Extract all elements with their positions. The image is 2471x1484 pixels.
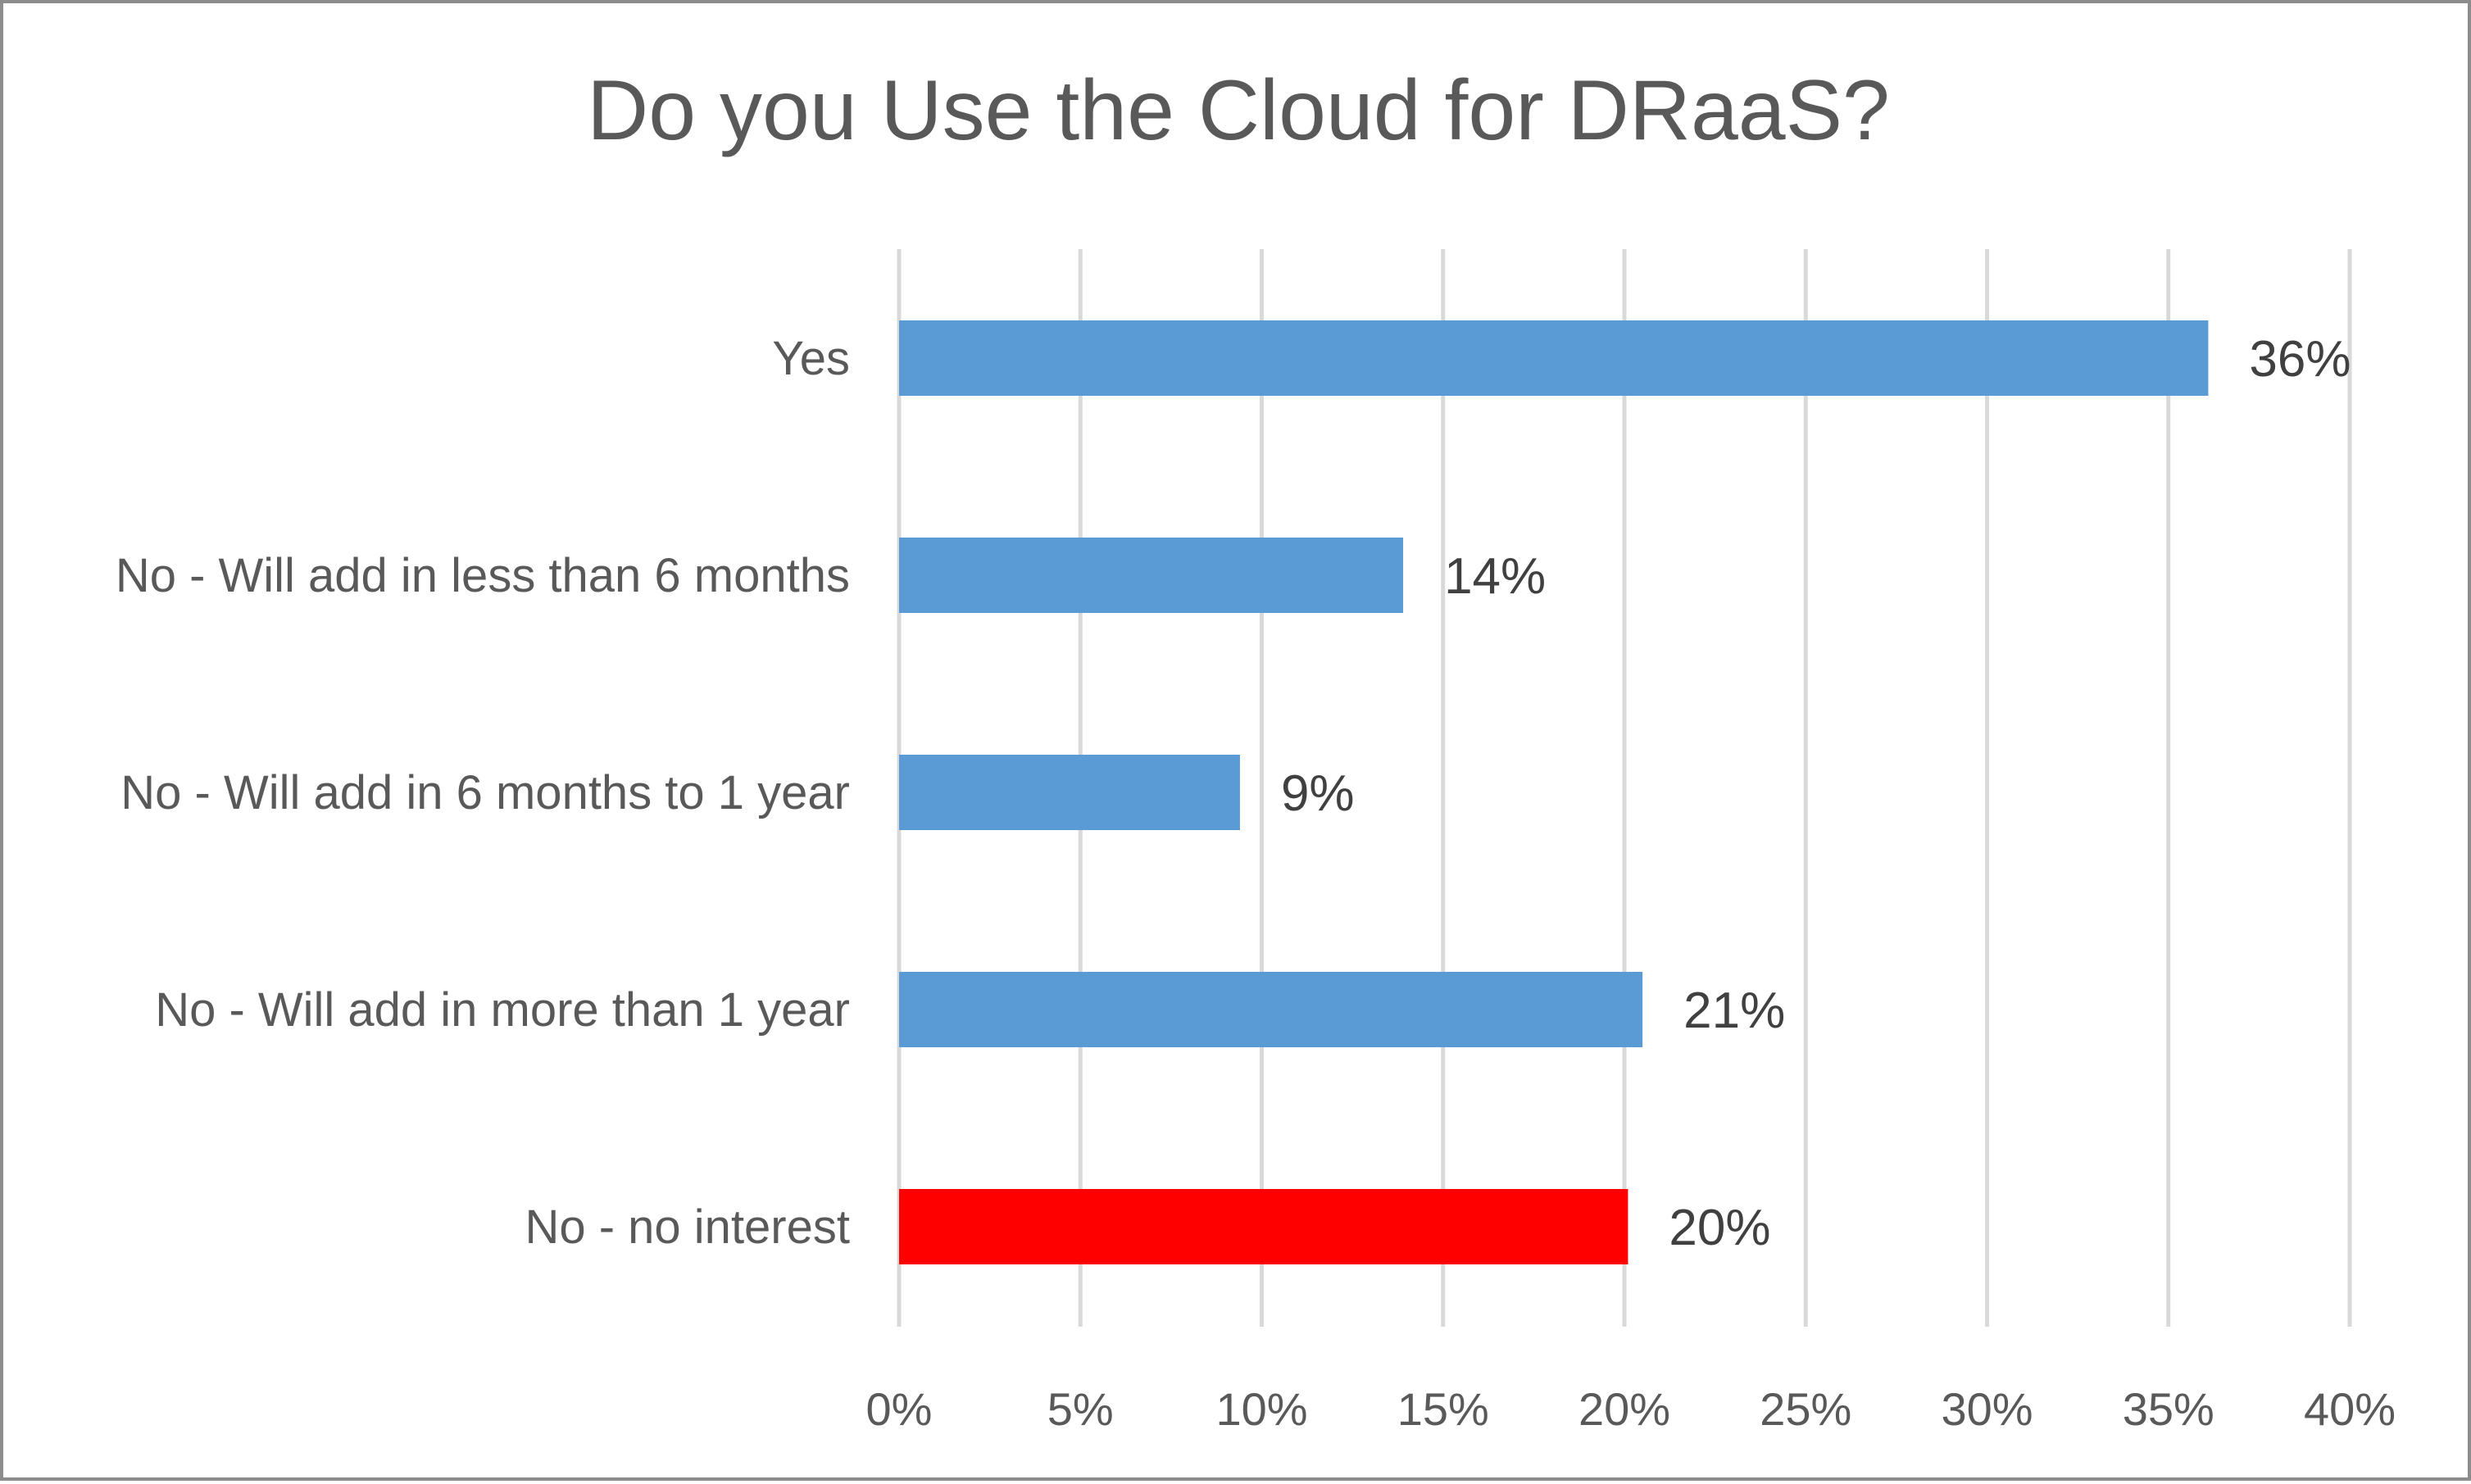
category-label: No - no interest [525,1200,850,1254]
bar-chart: Do you Use the Cloud for DRaaS? 36% 14% 9%… [116,63,2396,1435]
data-label: 21% [1683,983,1785,1039]
category-label: No - Will add in more than 1 year [155,983,850,1037]
bars [899,320,2209,1264]
x-tick-label: 40% [2304,1383,2396,1435]
data-label: 36% [2249,331,2351,388]
data-label: 14% [1444,548,1546,605]
bar [899,755,1240,830]
bar [899,538,1404,613]
category-label: No - Will add in less than 6 months [116,549,850,602]
x-tick-label: 10% [1215,1383,1307,1435]
x-tick-label: 30% [1941,1383,2033,1435]
chart-title: Do you Use the Cloud for DRaaS? [587,63,1890,158]
x-tick-label: 20% [1578,1383,1670,1435]
data-labels: 36% 14% 9% 21% 20% [1281,331,2351,1256]
x-axis-tick-labels: 0% 5% 10% 15% 20% 25% 30% 35% 40% [866,1383,2396,1435]
bar [899,320,2209,396]
data-label: 9% [1281,765,1355,822]
x-tick-label: 25% [1760,1383,1851,1435]
x-tick-label: 5% [1047,1383,1114,1435]
bar [899,972,1643,1047]
category-labels: Yes No - Will add in less than 6 months No… [116,332,850,1254]
gridlines [897,249,2352,1327]
data-label: 20% [1669,1200,1770,1256]
x-tick-label: 35% [2123,1383,2214,1435]
category-label: No - Will add in 6 months to 1 year [120,766,850,819]
x-tick-label: 0% [866,1383,933,1435]
x-tick-label: 15% [1397,1383,1489,1435]
bar [899,1189,1628,1264]
category-label: Yes [772,332,850,385]
